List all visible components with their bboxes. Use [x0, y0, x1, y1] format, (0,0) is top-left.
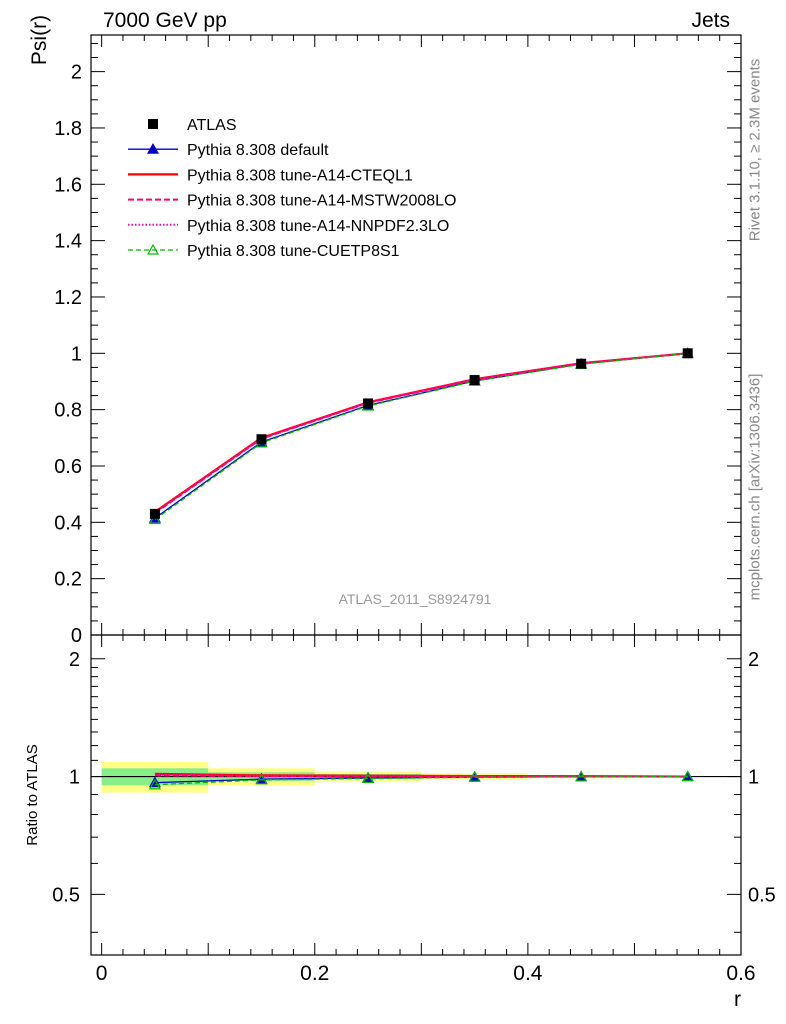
data-point — [149, 508, 160, 519]
data-point — [682, 348, 693, 359]
ratio-line-nnpdf — [154, 773, 688, 778]
y-tick-label: 0.8 — [54, 400, 82, 422]
y-tick-label: 1 — [71, 343, 82, 365]
legend-label-default: Pythia 8.308 default — [187, 142, 329, 159]
ratio-y-tick-label: 1 — [69, 767, 80, 789]
header-left: 7000 GeV pp — [103, 9, 227, 32]
ratio-marker-cuetp — [255, 773, 268, 785]
data-point — [363, 398, 374, 409]
ratio-y-tick-label-right: 1 — [748, 767, 759, 789]
y-tick-label: 1.2 — [54, 287, 82, 309]
series-line-cuetp — [154, 352, 688, 521]
ratio-axis-label: Ratio to ATLAS — [24, 744, 41, 845]
ratio-marker-cuetp — [362, 772, 375, 784]
y-tick-label: 0.2 — [54, 569, 82, 591]
ratio-marker-cuetp — [681, 770, 694, 782]
ratio-marker-cuetp — [468, 771, 481, 782]
y-tick-label: 1.4 — [54, 231, 82, 253]
x-tick-label: 0.6 — [726, 962, 755, 985]
y-tick-label: 0.4 — [54, 512, 82, 534]
ratio-y-tick-label: 2 — [69, 649, 80, 671]
series-line-cteql1 — [154, 352, 688, 513]
y-tick-label: 1.6 — [54, 174, 82, 196]
ratio-y-tick-label-right: 0.5 — [748, 884, 776, 906]
x-axis-label: r — [734, 988, 741, 1011]
series-line-nnpdf — [154, 352, 688, 514]
series-line-mstw — [154, 352, 688, 514]
data-point — [256, 434, 267, 445]
series-line-default — [154, 352, 688, 519]
ratio-line-cuetp — [154, 775, 688, 786]
x-tick-label: 0.2 — [300, 962, 329, 985]
y-tick-label: 0.6 — [54, 456, 82, 478]
data-point — [469, 375, 480, 386]
legend-marker-cuetp — [146, 243, 160, 255]
y-axis-label: Psi(r) — [28, 15, 51, 65]
legend-label-mstw: Pythia 8.308 tune-A14-MSTW2008LO — [187, 193, 456, 210]
legend-label-nnpdf: Pythia 8.308 tune-A14-NNPDF2.3LO — [187, 218, 449, 235]
ratio-y-tick-label: 0.5 — [52, 884, 80, 906]
ratio-y-tick-label-right: 2 — [748, 649, 759, 671]
y-tick-label: 1.8 — [54, 118, 82, 140]
ratio-frame — [90, 634, 742, 956]
data-point — [576, 358, 587, 369]
x-tick-label: 0 — [96, 962, 108, 985]
x-tick-label: 0.4 — [513, 962, 543, 985]
legend-marker-default — [146, 142, 160, 154]
marker-cuetp — [148, 513, 161, 525]
legend-label-cteql1: Pythia 8.308 tune-A14-CTEQL1 — [187, 167, 413, 184]
mcplots-label: mcplots.cern.ch [arXiv:1306.3436] — [746, 373, 764, 601]
rivet-label: Rivet 3.1.10, ≥ 2.3M events — [746, 58, 764, 242]
header-right: Jets — [691, 9, 730, 32]
ratio-marker-cuetp — [575, 770, 588, 782]
watermark: ATLAS_2011_S8924791 — [339, 591, 492, 607]
legend-label-cuetp: Pythia 8.308 tune-CUETP8S1 — [187, 243, 400, 260]
ratio-marker-cuetp — [148, 778, 161, 790]
y-tick-label: 2 — [71, 62, 82, 84]
legend-label-data: ATLAS — [187, 117, 237, 134]
y-tick-label: 0 — [71, 625, 82, 647]
legend-marker-data — [148, 119, 158, 129]
